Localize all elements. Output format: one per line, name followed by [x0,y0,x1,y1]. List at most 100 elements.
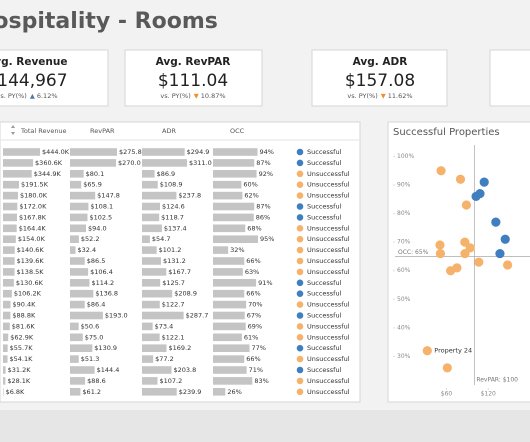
value-label: 87% [256,203,270,211]
bar [213,268,243,276]
status-dot [296,279,304,287]
status-dot [296,225,304,232]
value-label: 92% [259,170,273,178]
status-label: Unsuccessful [307,192,350,200]
column-header: OCC [230,127,245,135]
bar [213,257,245,265]
value-label: 60% [243,181,257,189]
bar [142,377,158,385]
bar [142,148,185,156]
bar [70,224,87,233]
bar [3,366,6,374]
point [474,257,484,267]
status-dot [296,192,304,199]
value-label: $102.5 [89,213,112,221]
bar [70,355,79,363]
bar [213,170,257,178]
bar [70,257,85,265]
bar [3,377,6,385]
value-label: $167.8K [19,213,47,221]
column-header: ADR [162,127,176,135]
bar [3,311,11,320]
bar [3,257,15,265]
value-label: $239.9 [179,388,202,396]
value-label: $88.8K [12,312,36,320]
bar [213,180,242,189]
column-header: Total Revenue [20,127,67,135]
point [442,363,452,373]
point [491,217,501,227]
bar [70,202,89,211]
value-label: $287.7 [186,312,209,320]
bar [3,170,32,178]
footer [0,410,530,442]
bar [3,344,8,352]
bar [213,148,258,156]
value-label: $275.8 [119,148,142,156]
bar [213,213,254,222]
value-label: $101.2 [159,246,182,254]
value-label: $107.2 [160,377,183,385]
bar [3,268,15,276]
bar [142,159,187,167]
value-label: $52.2 [81,235,100,243]
point [471,191,481,202]
bar [142,191,177,200]
status-label: Successful [307,159,342,167]
status-label: Unsuccessful [307,268,350,276]
bar [70,159,117,167]
status-dot [296,334,304,341]
bar [70,388,81,396]
bar [142,388,177,396]
status-label: Unsuccessful [307,377,350,385]
value-label: $169.2 [168,344,191,352]
value-label: $270.0 [118,159,141,167]
value-label: 71% [249,366,263,374]
status-label: Successful [307,366,342,374]
value-label: $28.1K [7,377,31,385]
kpi-comparison-line: vs. PY(%)▲6.12% [0,92,58,100]
value-label: $90.4K [13,301,37,309]
value-label: $147.8 [97,192,120,200]
value-label: $86.9 [157,170,176,178]
point [452,263,462,273]
kpi-direction: ▲ [30,92,35,100]
status-dot [296,323,304,330]
value-label: $131.2 [163,257,186,265]
point [435,248,446,259]
bar [70,268,89,276]
bar [213,191,243,200]
value-label: $180.0K [20,192,48,200]
value-label: $114.2 [91,279,114,287]
status-label: Successful [307,290,342,298]
bar [70,289,94,298]
value-label: $167.7 [168,268,191,276]
point [436,166,446,176]
bar [213,333,242,342]
value-label: 91% [258,279,272,287]
bar [142,257,161,265]
kpi-direction: ▼ [381,92,386,100]
value-label: $444.0K [42,148,70,156]
value-label: $108.9 [160,181,183,189]
y-tick-label: 80% [397,210,411,217]
value-label: 77% [251,344,265,352]
value-label: $51.3 [81,355,100,363]
value-label: $6.8K [6,388,25,396]
bar [70,377,86,385]
column-header: RevPAR [90,127,115,135]
status-label: Successful [307,279,342,287]
value-label: $138.5K [17,268,45,276]
bar [70,191,96,200]
bar [70,235,79,243]
bar [3,224,17,233]
value-label: $94.0 [88,224,107,232]
bar [142,202,161,211]
bar [142,344,167,352]
value-label: $193.0 [105,312,128,320]
value-label: $294.9 [187,148,210,156]
value-label: 62% [244,192,258,200]
status-dot [296,301,304,308]
value-label: $61.2 [82,388,101,396]
